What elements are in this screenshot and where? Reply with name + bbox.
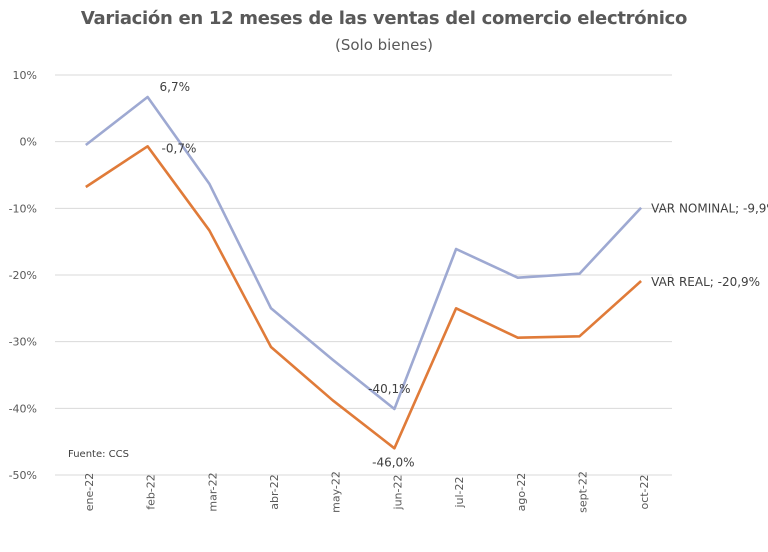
x-tick-label: ene-22 xyxy=(83,473,96,511)
chart-subtitle: (Solo bienes) xyxy=(335,36,433,54)
series-line-real xyxy=(85,145,642,450)
x-tick-label: may-22 xyxy=(330,471,343,513)
x-tick-label: abr-22 xyxy=(268,474,281,510)
y-tick-label: 0% xyxy=(20,136,37,149)
y-tick-label: -40% xyxy=(9,402,37,415)
data-label: -0,7% xyxy=(162,141,197,155)
y-tick-label: -10% xyxy=(9,202,37,215)
y-tick-label: -30% xyxy=(9,336,37,349)
x-tick-label: feb-22 xyxy=(145,474,158,510)
x-tick-label: jun-22 xyxy=(391,475,404,511)
data-label: 6,7% xyxy=(160,80,191,94)
source-note: Fuente: CCS xyxy=(68,449,129,460)
y-tick-label: -50% xyxy=(9,469,37,482)
data-label: -46,0% xyxy=(372,455,414,469)
x-tick-label: oct-22 xyxy=(638,474,651,509)
y-tick-label: 10% xyxy=(13,69,37,82)
data-label: -40,1% xyxy=(368,382,410,396)
y-tick-label: -20% xyxy=(9,269,37,282)
x-tick-label: ago-22 xyxy=(515,473,528,512)
chart-title: Variación en 12 meses de las ventas del … xyxy=(80,8,688,29)
series-end-label: VAR NOMINAL; -9,9% xyxy=(651,202,768,216)
x-tick-label: mar-22 xyxy=(206,472,219,511)
x-tick-label: sept-22 xyxy=(576,471,589,513)
series-end-label: VAR REAL; -20,9% xyxy=(651,275,760,289)
x-tick-label: jul-22 xyxy=(453,476,466,508)
series-line-nominal xyxy=(85,95,643,411)
